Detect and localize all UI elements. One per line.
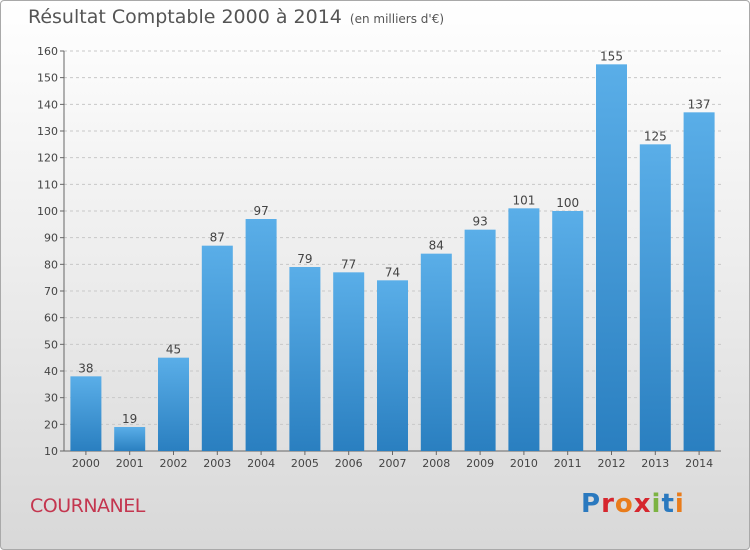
bar	[333, 272, 365, 451]
x-tick-label: 2007	[379, 457, 407, 470]
bar	[114, 427, 146, 451]
chart-unit-note: (en milliers d'€)	[349, 12, 445, 26]
bar	[289, 267, 321, 451]
y-tick-label: 130	[37, 125, 58, 138]
x-tick-label: 2001	[116, 457, 144, 470]
bar-value-label: 125	[644, 129, 667, 143]
bar	[70, 376, 102, 451]
y-tick-label: 80	[44, 258, 58, 271]
bar-value-label: 19	[122, 412, 137, 426]
bar-value-label: 101	[512, 193, 535, 207]
y-tick-label: 90	[44, 232, 58, 245]
proxiti-logo: Proxiti	[581, 489, 685, 519]
y-tick-label: 150	[37, 72, 58, 85]
bar	[245, 219, 277, 451]
y-tick-label: 160	[37, 45, 58, 58]
y-tick-label: 120	[37, 152, 58, 165]
bar-value-label: 74	[385, 265, 400, 279]
x-tick-label: 2010	[510, 457, 538, 470]
bar-value-label: 77	[341, 257, 356, 271]
x-tick-label: 2005	[291, 457, 319, 470]
y-tick-label: 10	[44, 445, 58, 458]
bar	[508, 208, 540, 451]
y-tick-label: 60	[44, 312, 58, 325]
commune-name: COURNANEL	[30, 495, 145, 517]
y-tick-label: 70	[44, 285, 58, 298]
y-tick-label: 40	[44, 365, 58, 378]
bar	[464, 229, 496, 451]
bar	[552, 211, 584, 451]
bar	[420, 253, 452, 451]
bar-value-label: 93	[472, 215, 487, 229]
bar	[596, 64, 627, 452]
bar-value-label: 97	[253, 204, 268, 218]
x-tick-label: 2000	[72, 457, 100, 470]
axis-layer: 10 20 30 40 50 60 70 80 90 100 110 120 130 140 150 160 2…	[37, 45, 721, 470]
bar	[158, 357, 189, 451]
chart-title: Résultat Comptable 2000 à 2014 (en millie…	[28, 6, 444, 28]
y-tick-label: 100	[37, 205, 58, 218]
bar-layer: 38 19 45 87 97 79 77 74 84 93 101 100 155 125 137	[70, 49, 715, 452]
y-tick-label: 30	[44, 392, 58, 405]
x-tick-label: 2014	[685, 457, 713, 470]
bar	[639, 144, 671, 452]
x-tick-label: 2003	[203, 457, 231, 470]
bar-value-label: 87	[210, 231, 225, 245]
x-tick-label: 2008	[422, 457, 450, 470]
x-tick-label: 2013	[641, 457, 669, 470]
bar-value-label: 137	[688, 97, 711, 111]
chart-title-text: Résultat Comptable 2000 à 2014	[28, 6, 342, 28]
bar-value-label: 84	[429, 239, 444, 253]
x-tick-label: 2011	[554, 457, 582, 470]
x-tick-label: 2012	[598, 457, 626, 470]
x-tick-label: 2004	[247, 457, 275, 470]
bar-value-label: 38	[78, 361, 93, 375]
y-tick-label: 20	[44, 418, 58, 431]
y-tick-label: 140	[37, 98, 58, 111]
x-tick-label: 2009	[466, 457, 494, 470]
y-tick-label: 110	[37, 178, 58, 191]
y-tick-label: 50	[44, 338, 58, 351]
bar	[683, 112, 715, 451]
bar	[377, 280, 408, 451]
bar	[201, 245, 233, 451]
bar-value-label: 100	[556, 196, 579, 210]
bar-value-label: 45	[166, 343, 181, 357]
x-tick-label: 2006	[335, 457, 363, 470]
bar-value-label: 155	[600, 49, 623, 63]
bar-value-label: 79	[297, 252, 312, 266]
x-tick-label: 2002	[160, 457, 188, 470]
